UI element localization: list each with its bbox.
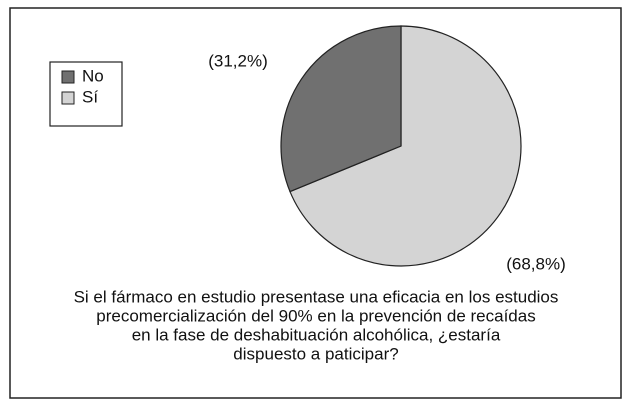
legend-label: Sí	[82, 87, 98, 106]
caption-line: en la fase de deshabituación alcohólica,…	[132, 325, 501, 344]
data-label: (31,2%)	[208, 51, 268, 70]
caption-line: precomercialización del 90% en la preven…	[96, 306, 535, 325]
pie-slice	[289, 25, 522, 267]
caption-line: dispuesto a paticipar?	[233, 344, 398, 363]
legend-swatch	[61, 70, 75, 84]
caption-line: Si el fármaco en estudio presentase una …	[74, 287, 559, 306]
pie-slice	[280, 25, 402, 193]
data-label: (68,8%)	[506, 254, 566, 273]
legend-label: No	[82, 66, 104, 85]
legend-swatch	[61, 91, 75, 105]
